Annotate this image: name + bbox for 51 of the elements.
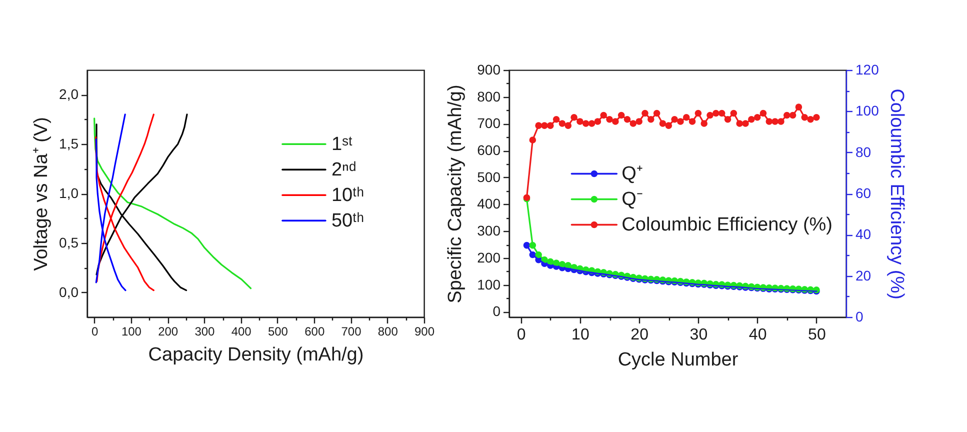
x-tick-label: 50 <box>808 326 826 344</box>
y2-axis-title: Coloumbic Efficiency (%) <box>886 88 907 300</box>
y2-tick-label: 120 <box>856 62 880 78</box>
y-tick-label: 2,0 <box>59 86 79 102</box>
legend-label: Q⁻ <box>622 189 642 210</box>
y-tick-label: 0,0 <box>59 284 79 300</box>
y2-tick-label: 100 <box>856 102 880 119</box>
y-tick-label: 100 <box>477 276 501 292</box>
y-tick-label: 600 <box>477 142 501 158</box>
x-tick-label: 0 <box>91 324 98 338</box>
y2-tick-label: 20 <box>856 267 872 284</box>
x-tick-label: 10 <box>572 326 590 344</box>
x-tick-label: 200 <box>158 324 178 338</box>
y-tick-label: 400 <box>477 196 501 212</box>
x-axis-title: Cycle Number <box>618 350 739 370</box>
legend-label: 10ᵗʰ <box>331 185 364 206</box>
y-tick-label: 0,5 <box>59 234 79 250</box>
y-tick-label: 200 <box>477 249 501 266</box>
legend-label: Q⁺ <box>622 164 642 185</box>
y-tick-label: 300 <box>477 222 501 239</box>
y-tick-label: 900 <box>477 62 501 78</box>
x-axis-title: Capacity Density (mAh/g) <box>148 344 364 366</box>
x-tick-label: 0 <box>516 326 526 344</box>
legend-label: 1ˢᵗ <box>331 134 353 156</box>
y-axis-title: Specific Capacity (mAh/g) <box>445 84 466 304</box>
legend-label: 2ⁿᵈ <box>331 160 356 181</box>
y2-tick-label: 60 <box>856 185 872 201</box>
y2-tick-label: 0 <box>856 308 864 324</box>
line-series <box>94 118 252 290</box>
x-tick-label: 30 <box>690 326 708 344</box>
legend-label: Coloumbic Efficiency (%) <box>622 214 833 236</box>
x-tick-label: 500 <box>268 324 288 338</box>
y-tick-label: 1,0 <box>59 185 79 201</box>
x-tick-label: 700 <box>341 324 362 338</box>
legend-label: 50ᵗʰ <box>331 210 364 232</box>
x-tick-label: 300 <box>194 324 216 338</box>
y-tick-label: 800 <box>477 88 501 104</box>
y-tick-label: 700 <box>477 115 501 132</box>
y-axis-title: Voltage vs Na⁺ (V) <box>31 117 52 271</box>
y-tick-label: 1,5 <box>59 136 79 152</box>
y-tick-label: 500 <box>477 168 501 185</box>
y-tick-label: 0 <box>492 303 501 320</box>
x-tick-label: 100 <box>121 324 142 338</box>
x-tick-label: 40 <box>748 326 767 344</box>
x-tick-label: 900 <box>414 324 435 338</box>
x-tick-label: 400 <box>231 324 252 338</box>
y2-tick-label: 40 <box>856 226 872 242</box>
y2-tick-label: 80 <box>856 144 872 160</box>
x-tick-label: 800 <box>378 324 398 338</box>
x-tick-label: 20 <box>630 326 649 344</box>
x-tick-label: 600 <box>304 324 325 338</box>
